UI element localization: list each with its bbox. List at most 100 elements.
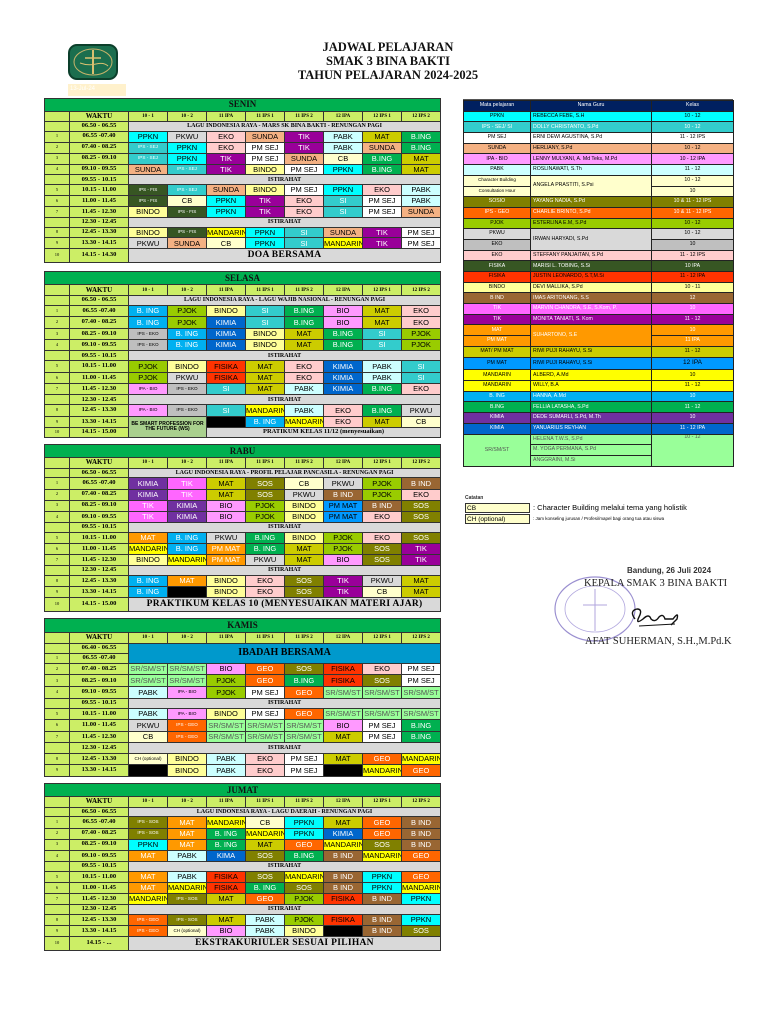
subject-cell: KIMA bbox=[206, 849, 246, 862]
subject-cell: PM MAT bbox=[206, 542, 246, 555]
schedule-jumat: JUMAT WAKTU 10 - 1 10 - 2 11 IPA 11 IPS 1 11 I… bbox=[44, 782, 441, 951]
subject-cell: IPS - SEJ bbox=[167, 163, 207, 176]
subject-cell: MANDARIN bbox=[401, 881, 441, 894]
column-header-class: 11 IPA bbox=[206, 284, 246, 296]
class-range: 10 - 12 bbox=[651, 228, 734, 240]
teacher-name: RIWI PUJI RAHAYU, S.Si bbox=[530, 356, 652, 371]
period-time: 11.00 - 11.45 bbox=[69, 371, 129, 384]
period-time: 13.30 - 14.15 bbox=[69, 415, 129, 428]
subject-cell: EKO bbox=[284, 205, 324, 218]
subject-cell: EKO bbox=[245, 585, 285, 599]
column-header-no bbox=[44, 457, 70, 469]
subject-cell: PKWU bbox=[167, 130, 207, 143]
subject-cell: MAT bbox=[284, 327, 324, 340]
subject-cell: FISIKA bbox=[206, 881, 246, 894]
subject-cell: B IND bbox=[401, 827, 441, 840]
subject-cell: B IND bbox=[362, 892, 402, 906]
subject-cell: TIK bbox=[206, 163, 246, 176]
subject-cell: SOS bbox=[400, 531, 442, 544]
subject-cell: GEO bbox=[400, 764, 442, 777]
subject-cell: IPS - SOS bbox=[128, 816, 168, 829]
schedule-row: 6 11.00 - 11.45 MANDARIN B. ING PM MAT B. ING… bbox=[44, 542, 442, 555]
period-number: 8 bbox=[44, 913, 70, 927]
subject-cell: PABK bbox=[128, 686, 168, 699]
subject-cell: IPS - GEO bbox=[128, 924, 168, 938]
empty-slot bbox=[323, 764, 363, 777]
subject-cell: SI bbox=[400, 371, 442, 384]
period-number: 3 bbox=[44, 674, 70, 688]
column-header-class: 12 IPS 1 bbox=[362, 110, 402, 123]
subject-cell: PJOK bbox=[206, 686, 246, 699]
subject-cell: B.ING bbox=[362, 163, 402, 176]
subject-cell: B.ING bbox=[362, 152, 402, 165]
subject-cell: EKO bbox=[284, 371, 324, 384]
period-time: 09.10 - 09.55 bbox=[69, 338, 129, 352]
subject-cell: MAT bbox=[323, 730, 363, 744]
teacher-name: LENNY MULYANI, A. Md Teks, M.Pd bbox=[530, 153, 652, 166]
activity-row: EKSTRAKURIULER SESUAI PILIHAN bbox=[128, 936, 441, 951]
schedule-row: 06.50 - 06.55 LAGU INDONESIA RAYA - PROFI… bbox=[44, 467, 442, 479]
schedule-row: 2 07.40 - 08.25 IPS - SOS MAT B. ING MANDARIN… bbox=[44, 827, 441, 840]
subject-cell: KIMIA bbox=[206, 338, 246, 352]
subject-name: SOSIO bbox=[463, 196, 531, 208]
subject-cell: MAT bbox=[206, 892, 246, 906]
subject-cell: PJOK bbox=[167, 316, 207, 329]
subject-cell: SOS bbox=[401, 924, 441, 938]
subject-cell: SR/SM/ST bbox=[206, 719, 246, 732]
teacher-name: ANGELA PRASTITI, S.Psi bbox=[530, 174, 652, 198]
subject-cell: BINDO bbox=[128, 226, 168, 239]
period-number: 7 bbox=[44, 553, 70, 567]
subject-cell: EKO bbox=[362, 531, 402, 544]
subject-cell: SOS bbox=[284, 662, 324, 676]
subject-cell: MAT bbox=[284, 338, 324, 352]
schedule-row: 12.30 - 12.45 ISTIRAHAT bbox=[44, 904, 441, 915]
subject-cell: PABK bbox=[400, 195, 442, 207]
subject-cell: EKO bbox=[362, 662, 402, 676]
day-title: SENIN bbox=[43, 98, 442, 112]
schedule-row: 7 11.45 - 12.30 MANDARIN IPS - SOS MAT GEO PJO… bbox=[44, 892, 441, 906]
subject-name: PM MAT bbox=[463, 356, 531, 371]
subject-cell: MAT bbox=[206, 477, 246, 490]
schedule-row: 6 11.00 - 11.45 MAT MANDARIN FISIKA B. ING SOS… bbox=[44, 881, 441, 894]
subject-cell: B.ING bbox=[323, 338, 363, 352]
schedule-row: 5 10.15 - 11.00 MAT B. ING PKWU B.ING BINDO PJO… bbox=[44, 531, 442, 544]
column-header-class: 10 - 2 bbox=[167, 631, 207, 644]
schedule-row: 10 14.15 - 15.00 PRAKTIKUM KELAS 10 (MENYE… bbox=[44, 597, 442, 612]
column-header-class: 11 IPA bbox=[206, 631, 246, 644]
period-time: 08.25 - 09.10 bbox=[69, 674, 129, 688]
subject-cell: SR/SM/ST bbox=[167, 662, 207, 676]
subject-cell: PM SEJ bbox=[245, 686, 285, 699]
break-row: ISTIRAHAT bbox=[127, 174, 442, 186]
schedule-row: 4 09.10 - 09.55 IPS - EKO B. ING KIMIA BINDO M… bbox=[44, 338, 442, 352]
subject-cell: KIMIA bbox=[323, 371, 363, 384]
class-range: 10 - 12 bbox=[651, 217, 734, 230]
subject-cell: PPKN bbox=[128, 130, 168, 143]
subject-cell: MANDARIN bbox=[206, 816, 246, 829]
column-header-class: 11 IPS 1 bbox=[245, 796, 285, 808]
period-number: 6 bbox=[44, 195, 70, 207]
period-number bbox=[44, 860, 70, 872]
subject-cell: CB bbox=[206, 237, 246, 250]
date-label: 13-Jul-24 bbox=[68, 84, 126, 96]
column-header-class: 11 IPA bbox=[206, 110, 246, 123]
subject-cell: SI bbox=[284, 226, 324, 239]
subject-cell: B.ING bbox=[362, 382, 402, 396]
subject-name: KIMIA bbox=[463, 412, 531, 424]
empty-slot bbox=[167, 585, 207, 599]
schedule-row: 7 11.45 - 12.30 IPA - BIO IPS - EKO SI MAT PAB… bbox=[44, 382, 442, 396]
period-time: 09.10 - 09.55 bbox=[69, 849, 129, 862]
period-number: 4 bbox=[44, 338, 70, 352]
period-time: 08.25 - 09.10 bbox=[69, 499, 129, 512]
subject-cell: PABK bbox=[206, 764, 246, 777]
period-number: 2 bbox=[44, 316, 70, 329]
subject-cell: BINDO bbox=[284, 531, 324, 544]
subject-cell: MAT bbox=[284, 553, 324, 567]
subject-cell: KIMIA bbox=[323, 827, 363, 840]
subject-cell: IPS - EKO bbox=[167, 382, 207, 396]
schedule-row: 4 09.10 - 09.55 TIK KIMIA BIO PJOK BINDO PM MAT… bbox=[44, 510, 442, 523]
subject-cell: TIK bbox=[245, 195, 285, 207]
subject-cell: PM SEJ bbox=[245, 141, 285, 154]
subject-cell: MANDARIN bbox=[362, 849, 402, 862]
subject-cell: MAT bbox=[128, 531, 168, 544]
teacher-table-header: Nama Guru bbox=[530, 100, 652, 112]
